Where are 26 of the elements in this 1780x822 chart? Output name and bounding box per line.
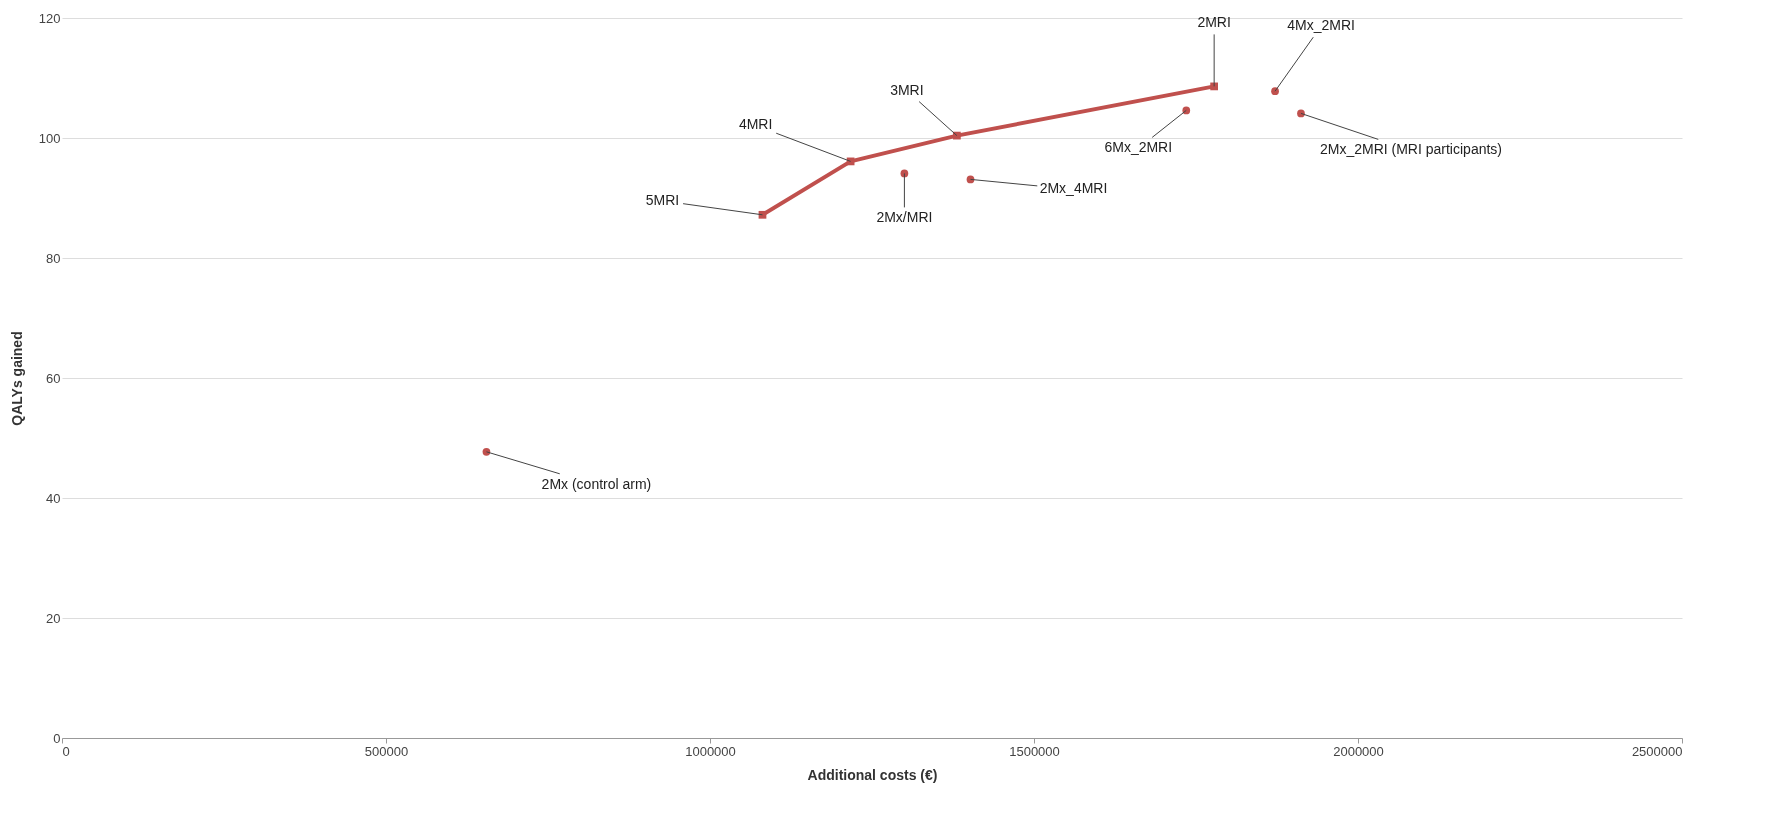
point (482, 447, 491, 456)
y-axis-title: QALYs gained (8, 331, 25, 426)
y-tick-label: 0 (53, 730, 61, 746)
annotation: 3MRI (890, 81, 924, 98)
annotation: 2Mx_4MRI (1039, 180, 1108, 197)
y-tick-label: 100 (38, 130, 61, 146)
x-tick-label: 1500000 (1009, 743, 1060, 759)
point (1297, 109, 1305, 118)
y-tick-label: 120 (38, 10, 61, 26)
annotation: 2Mx (control arm) (541, 475, 652, 492)
x-axis-title: Additional costs (€) (807, 766, 938, 783)
x-tick-label: 2500000 (1631, 743, 1683, 759)
annotation: 4Mx_2MRI (1287, 17, 1355, 34)
annotation: 2Mx/MRI (876, 209, 933, 226)
x-tick-label: 2000000 (1333, 743, 1384, 759)
x-tick-label: 500000 (364, 743, 409, 759)
annotation: 2MRI (1197, 14, 1231, 31)
x-tick-label: 1000000 (685, 743, 736, 759)
y-tick-label: 20 (46, 610, 61, 626)
annotation: 5MRI (645, 191, 680, 208)
y-tick-label: 80 (46, 250, 61, 266)
annotation: 6Mx_2MRI (1104, 139, 1173, 156)
annotation: 4MRI (738, 116, 773, 133)
y-tick-label: 60 (46, 370, 61, 386)
y-tick-label: 40 (46, 490, 61, 506)
annotation: 2Mx_2MRI (MRI participants) (1319, 141, 1502, 158)
